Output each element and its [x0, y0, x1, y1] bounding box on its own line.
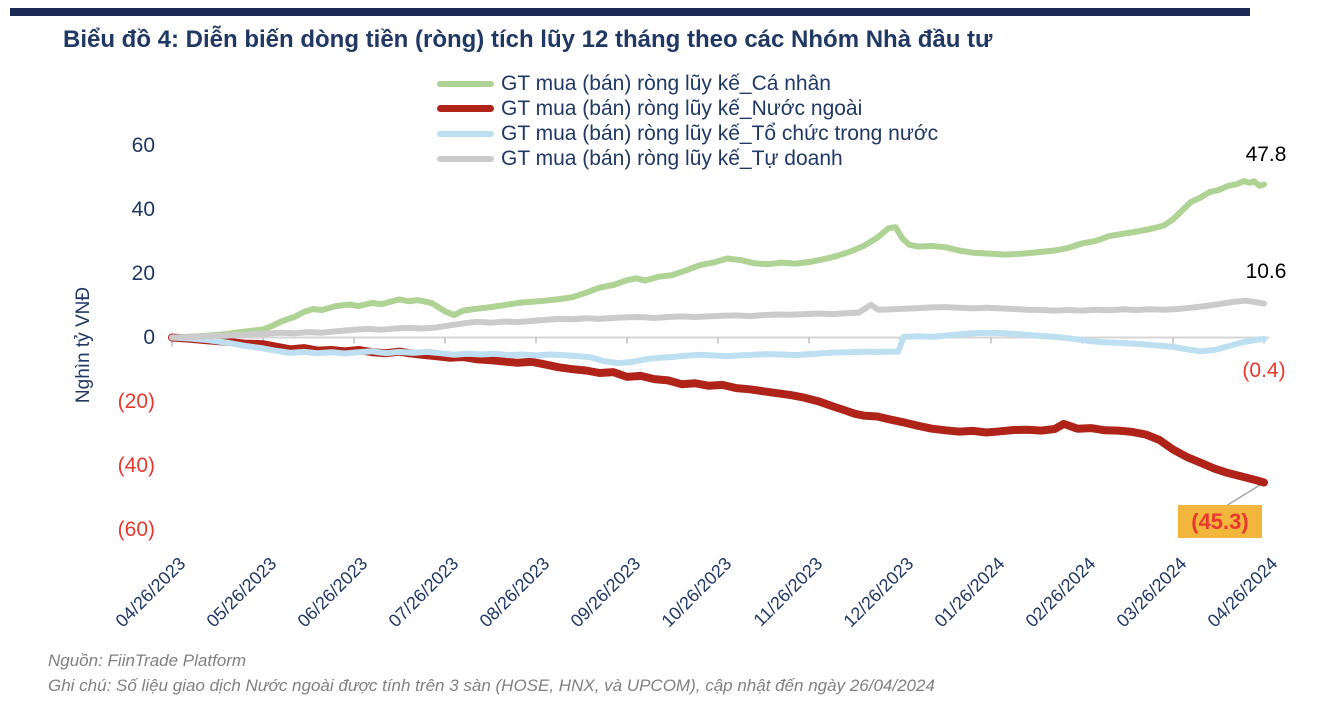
legend-label-tu-doanh: GT mua (bán) ròng lũy kế_Tự doanh — [501, 147, 843, 170]
source-note: Nguồn: FiinTrade Platform — [48, 651, 247, 670]
legend: GT mua (bán) ròng lũy kế_Cá nhân GT mua … — [437, 71, 938, 171]
legend-item-to-chuc: GT mua (bán) ròng lũy kế_Tổ chức trong n… — [437, 121, 938, 146]
end-label-ca-nhan: 47.8 — [1245, 143, 1287, 166]
series-line-2 — [169, 329, 1267, 367]
y-tick-label: 20 — [131, 261, 155, 285]
legend-swatch-nuoc-ngoai — [437, 105, 494, 112]
legend-item-ca-nhan: GT mua (bán) ròng lũy kế_Cá nhân — [437, 71, 938, 96]
legend-item-tu-doanh: GT mua (bán) ròng lũy kế_Tự doanh — [437, 146, 938, 171]
accent-bar — [10, 8, 1250, 16]
legend-item-nuoc-ngoai: GT mua (bán) ròng lũy kế_Nước ngoài — [437, 96, 938, 121]
y-tick-label: (60) — [117, 517, 155, 541]
legend-label-nuoc-ngoai: GT mua (bán) ròng lũy kế_Nước ngoài — [501, 97, 863, 120]
legend-swatch-ca-nhan — [437, 80, 494, 87]
legend-label-to-chuc: GT mua (bán) ròng lũy kế_Tổ chức trong n… — [501, 122, 939, 145]
legend-swatch-tu-doanh — [437, 155, 494, 162]
end-label-to-chuc: (0.4) — [1242, 359, 1286, 382]
legend-swatch-to-chuc — [437, 130, 494, 137]
series-line-1 — [168, 333, 1268, 487]
callout-value: (45.3) — [1191, 508, 1249, 534]
series-line-0 — [169, 178, 1267, 341]
y-tick-label: 60 — [131, 133, 155, 157]
legend-label-ca-nhan: GT mua (bán) ròng lũy kế_Cá nhân — [501, 72, 831, 95]
data-note: Ghi chú: Số liệu giao dịch Nước ngoài đư… — [48, 676, 935, 695]
y-tick-label: (40) — [117, 453, 155, 477]
y-tick-label: (20) — [117, 389, 155, 413]
y-tick-label: 40 — [131, 197, 155, 221]
series-line-3 — [169, 297, 1267, 341]
chart-title: Biểu đồ 4: Diễn biến dòng tiền (ròng) tí… — [63, 26, 993, 53]
y-tick-label: 0 — [143, 325, 155, 349]
callout-nuoc-ngoai: (45.3) — [1178, 505, 1262, 538]
end-label-tu-doanh: 10.6 — [1245, 260, 1287, 283]
callout-leader-line — [1225, 481, 1265, 507]
